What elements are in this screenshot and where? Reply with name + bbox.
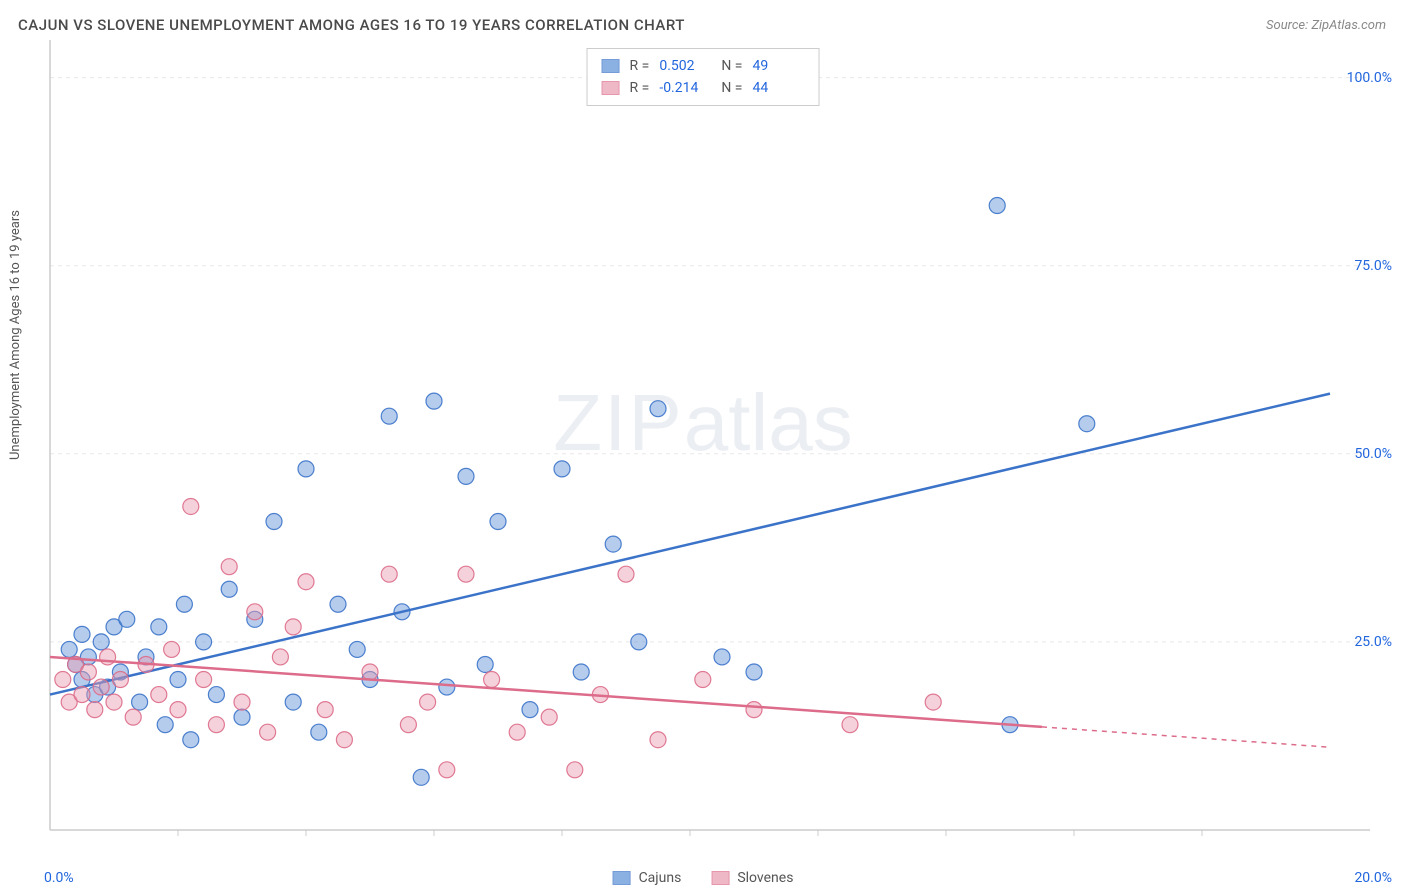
n-label: N = [721, 55, 742, 77]
chart-title: CAJUN VS SLOVENE UNEMPLOYMENT AMONG AGES… [18, 16, 685, 34]
r-label: R = [630, 55, 650, 77]
chart-area: Unemployment Among Ages 16 to 19 years Z… [0, 40, 1406, 892]
r-value: 0.502 [659, 55, 711, 77]
y-axis-tick: 100.0% [1347, 70, 1392, 86]
y-axis-tick: 25.0% [1354, 634, 1392, 650]
x-axis-tick-max: 20.0% [1354, 870, 1392, 886]
legend-item: Slovenes [711, 870, 793, 886]
series-name: Cajuns [639, 870, 682, 886]
legend-swatch [613, 871, 631, 885]
source-attribution: Source: ZipAtlas.com [1266, 18, 1386, 33]
legend-row: R = -0.214 N = 44 [602, 77, 805, 99]
series-legend: Cajuns Slovenes [613, 870, 794, 886]
y-axis-tick: 50.0% [1354, 446, 1392, 462]
legend-row: R = 0.502 N = 49 [602, 55, 805, 77]
n-value: 49 [752, 55, 804, 77]
r-value: -0.214 [659, 77, 711, 99]
legend-swatch [602, 81, 620, 95]
r-label: R = [630, 77, 650, 99]
series-name: Slovenes [737, 870, 793, 886]
n-label: N = [721, 77, 742, 99]
scatter-plot-svg [0, 40, 1406, 860]
y-axis-tick: 75.0% [1354, 258, 1392, 274]
x-axis-tick-min: 0.0% [44, 870, 74, 886]
n-value: 44 [752, 77, 804, 99]
legend-swatch [711, 871, 729, 885]
correlation-legend: R = 0.502 N = 49 R = -0.214 N = 44 [587, 48, 820, 106]
legend-swatch [602, 59, 620, 73]
legend-item: Cajuns [613, 870, 682, 886]
